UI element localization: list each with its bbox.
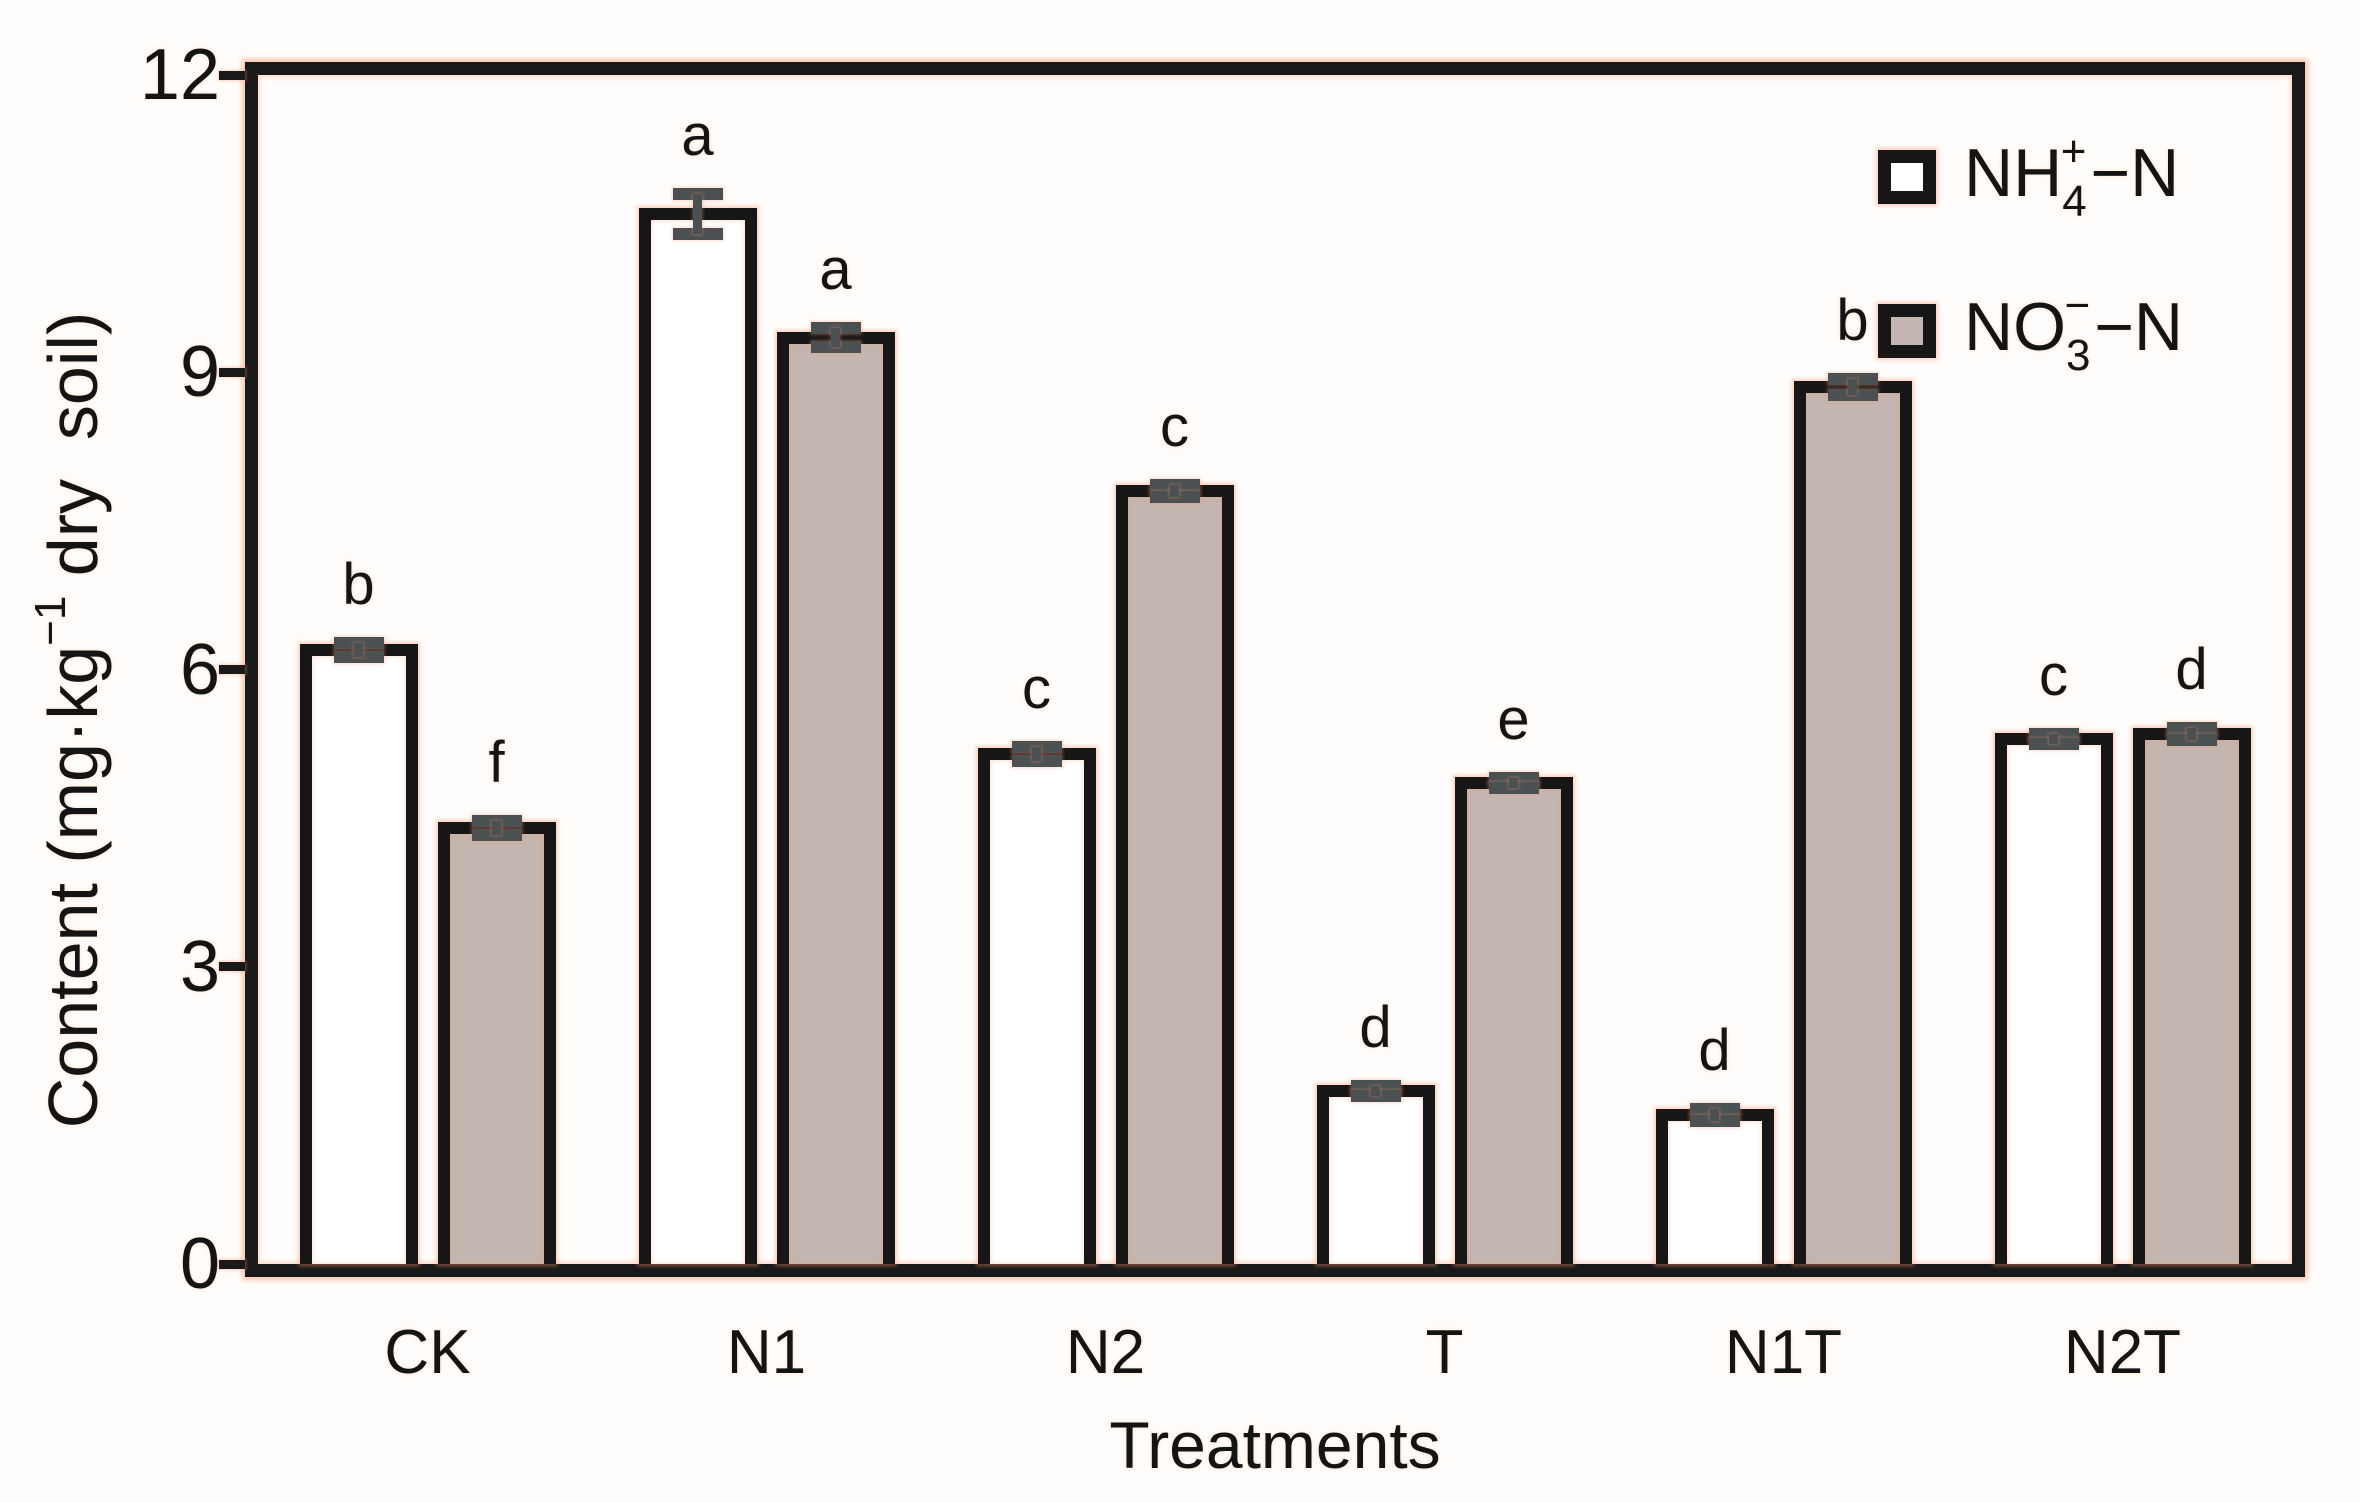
error-cap-bottom-t-nh4-n [1350,1089,1401,1102]
bar-n1-no3-n [776,331,895,1264]
sig-letter-n2-no3-n: c [1160,394,1189,460]
error-line-n1-no3-n [831,327,840,348]
error-cap-bottom-t-no3-n [1488,782,1539,795]
legend-label-no3-pre: NO [1964,289,2066,365]
x-category-n1: N1 [726,1318,807,1387]
x-category-n2t: N2T [2063,1318,2182,1387]
error-line-t-nh4-n [1371,1085,1380,1096]
legend-label-no3-sub: 3 [2066,331,2091,380]
x-axis-title: Treatments [1109,1408,1441,1482]
sig-letter-n1-nh4-n: a [681,102,714,168]
sig-letter-n2t-no3-n: d [2175,636,2208,702]
bar-t-nh4-n [1316,1084,1435,1264]
error-cap-bottom-n2-nh4-n [1011,754,1062,767]
legend-item-nh4: NH4+−N [1878,115,2183,239]
error-cap-bottom-ck-nh4-n [333,650,384,663]
legend-label-nh4-pre: NH [1964,135,2063,211]
y-axis-title-text: Content (mg·kg [34,645,112,1129]
error-line-n2t-no3-n [2187,727,2196,740]
sig-letter-n1t-no3-n: b [1836,288,1869,354]
y-tick-0 [219,1259,245,1269]
legend-item-no3: NO3−−N [1878,269,2183,393]
y-tick-9 [219,367,245,377]
error-cap-bottom-n1-no3-n [810,341,861,354]
sig-letter-ck-no3-n: f [488,730,505,796]
error-line-n2-no3-n [1170,485,1179,498]
error-line-n1t-no3-n [1848,379,1857,396]
y-tick-3 [219,962,245,972]
y-tick-label-3: 3 [179,926,220,1007]
error-cap-bottom-ck-no3-n [471,828,522,841]
y-tick-label-9: 9 [179,332,220,413]
plot-inner: b a c d d c f a c e b d [258,75,2292,1264]
error-line-n1-nh4-n [693,193,702,234]
legend-label-no3-post: −N [2094,289,2184,365]
legend-swatch-no3 [1878,304,1936,358]
error-cap-bottom-n1t-no3-n [1827,389,1878,402]
y-tick-6 [219,665,245,674]
bar-n2-no3-n [1115,485,1234,1264]
legend-label-nh4-post: −N [2090,135,2180,211]
legend-label-no3-sup: − [2064,281,2091,330]
sig-letter-t-no3-n: e [1497,687,1530,753]
error-cap-bottom-n2t-no3-n [2166,733,2217,746]
error-line-n2t-nh4-n [2049,733,2058,744]
sig-letter-t-nh4-n: d [1359,994,1392,1060]
x-category-ck: CK [384,1318,471,1387]
error-cap-bottom-n2t-nh4-n [2028,737,2079,750]
sig-letter-ck-nh4-n: b [342,551,375,617]
error-line-ck-no3-n [492,821,501,835]
bar-n2-nh4-n [977,747,1096,1264]
error-line-t-no3-n [1509,778,1518,789]
x-category-t: T [1425,1318,1464,1387]
sig-letter-n1t-nh4-n: d [1698,1018,1731,1084]
error-cap-bottom-n1t-nh4-n [1689,1115,1740,1128]
y-tick-label-0: 0 [179,1224,220,1304]
y-tick-12 [219,70,245,80]
sig-letter-n2-nh4-n: c [1022,655,1051,721]
x-category-n2: N2 [1065,1318,1146,1387]
y-tick-label-6: 6 [179,629,220,710]
legend-label-nh4-sup: + [2060,127,2087,176]
y-tick-label-12: 12 [139,35,220,115]
legend-label-nh4-sub: 4 [2062,177,2087,226]
bar-t-no3-n [1454,777,1573,1264]
error-cap-bottom-n2-no3-n [1149,491,1200,504]
bar-ck-no3-n [437,822,556,1264]
legend-label-nh4: NH4+−N [1964,115,2179,239]
error-line-n2-nh4-n [1032,746,1041,761]
sig-letter-n2t-nh4-n: c [2039,642,2068,708]
sig-letter-n1-no3-n: a [819,236,852,302]
error-cap-bottom-n1-nh4-n [672,227,723,240]
legend: NH4+−N NO3−−N [1878,115,2183,423]
bar-n2t-nh4-n [1994,732,2113,1264]
bar-ck-nh4-n [299,643,418,1264]
x-category-n1t: N1T [1724,1318,1843,1387]
legend-label-no3: NO3−−N [1964,269,2183,393]
bar-n1t-nh4-n [1655,1109,1774,1264]
legend-swatch-nh4 [1878,150,1936,204]
bar-n1t-no3-n [1793,381,1912,1264]
bar-n2t-no3-n [2132,727,2251,1264]
error-line-n1t-nh4-n [1710,1109,1719,1122]
bar-n1-nh4-n [638,207,757,1264]
error-line-ck-nh4-n [354,642,363,657]
